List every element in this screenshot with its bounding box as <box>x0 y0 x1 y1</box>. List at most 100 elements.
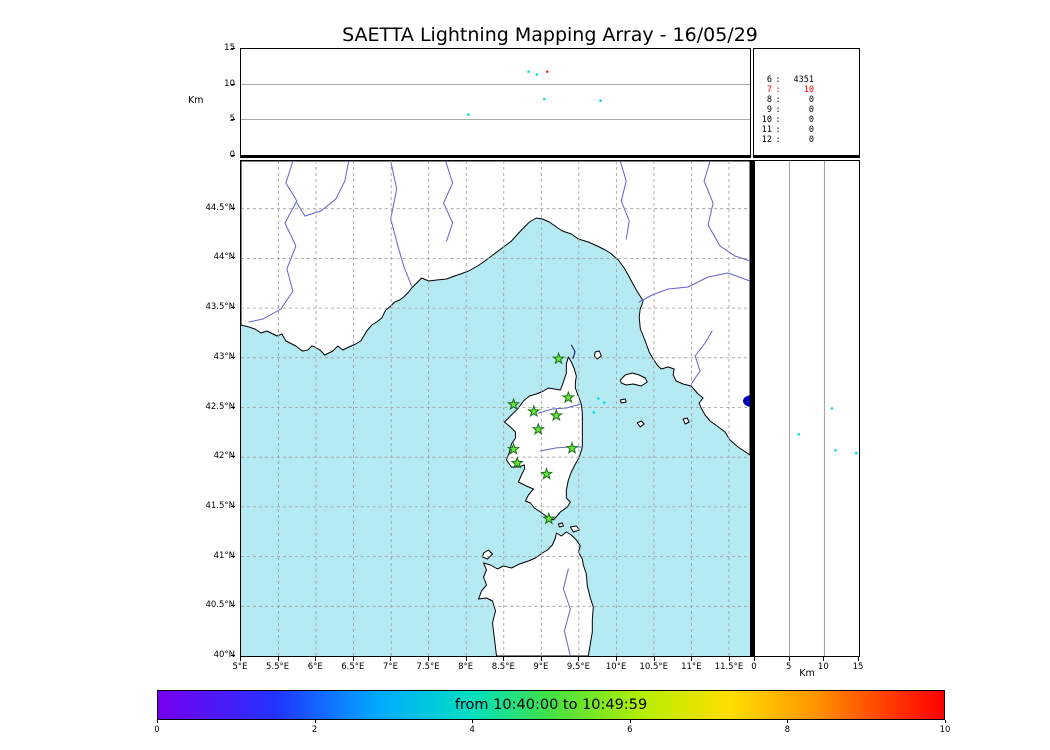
separator: : <box>775 85 781 95</box>
river <box>619 161 630 240</box>
river <box>537 403 582 414</box>
sardinia <box>478 531 594 656</box>
map-ytick-label: 40.5°N <box>205 600 235 611</box>
lma-station-marker <box>506 397 521 411</box>
colorbar-tick <box>787 720 789 723</box>
lma-station-marker <box>510 456 524 469</box>
map-xtick-label: 7°E <box>382 662 398 672</box>
map-xtick-label: 8.5°E <box>491 662 515 672</box>
map-panel <box>240 160 754 657</box>
map-xtick <box>540 657 542 661</box>
separator: : <box>775 105 781 115</box>
lavezzi-island <box>557 522 564 528</box>
map-ytick <box>231 257 235 259</box>
map-xtick-label: 10°E <box>605 662 627 672</box>
altitude-xtick-label: 5 <box>785 662 792 672</box>
map-ytick-label: 43°N <box>213 351 235 362</box>
map-ytick <box>231 605 235 607</box>
separator: : <box>775 75 781 85</box>
map-xtick <box>616 657 618 661</box>
lma-station-marker <box>506 442 521 455</box>
colorbar-tick <box>629 720 631 723</box>
map-xtick-label: 5.5°E <box>266 662 290 672</box>
source-count: 0 <box>808 135 814 145</box>
map-ytick-label: 40°N <box>213 650 235 660</box>
lightning-point <box>597 397 600 400</box>
source-count: 0 <box>808 105 814 115</box>
colorbar-tick-label: 4 <box>469 725 475 735</box>
map-plot <box>241 161 750 656</box>
river <box>390 161 413 287</box>
map-ytick <box>231 356 235 358</box>
lma-station-marker <box>527 404 541 418</box>
lightning-flash-track <box>570 344 576 359</box>
map-xtick-label: 6.5°E <box>341 662 365 672</box>
source-count: 4351 <box>793 75 814 85</box>
map-ytick-label: 41°N <box>213 550 235 561</box>
colorbar-gradient <box>158 691 944 719</box>
altitude-count-row: 11: 0 <box>754 125 859 135</box>
altitude-gridlines <box>789 161 858 656</box>
time-colorbar: from 10:40:00 to 10:49:59 <box>157 690 945 720</box>
map-xtick-label: 10.5°E <box>639 662 668 672</box>
altitude-count-row: 10: 0 <box>754 115 859 125</box>
altitude-bin: 9 <box>766 105 772 115</box>
lightning-point <box>527 70 530 73</box>
colorbar-tick-label: 0 <box>154 725 160 735</box>
source-count: 0 <box>808 115 814 125</box>
map-ytick-label: 44.5°N <box>205 202 235 213</box>
map-xtick <box>390 657 392 661</box>
river <box>562 568 571 656</box>
altitude-latitude-plot <box>789 161 858 656</box>
altitude-ytick-label: 10 <box>224 78 235 89</box>
colorbar-tick-label: 2 <box>311 725 318 735</box>
source-count: 10 <box>803 85 814 95</box>
map-xtick-label: 11°E <box>681 662 702 672</box>
altitude-xtick <box>754 657 755 661</box>
river <box>296 161 350 217</box>
lma-stations-layer <box>506 351 579 525</box>
source-count: 0 <box>808 125 814 135</box>
elba-island <box>619 372 648 387</box>
altitude-bin: 6 <box>766 75 772 85</box>
river <box>638 272 750 303</box>
altitude-bin: 10 <box>761 115 772 125</box>
map-xtick <box>352 657 354 661</box>
colorbar-label: from 10:40:00 to 10:49:59 <box>454 697 648 713</box>
altitude-longitude-panel <box>240 48 751 158</box>
colorbar-tick-label: 10 <box>939 725 951 735</box>
lma-station-marker <box>565 441 579 454</box>
altitude-count-row: 9: 0 <box>754 105 859 115</box>
map-xtick-label: 6°E <box>307 662 323 672</box>
lma-station-marker <box>561 390 576 404</box>
lightning-point <box>546 70 549 73</box>
map-xtick <box>653 657 655 661</box>
separator: : <box>775 115 781 125</box>
colorbar-tick <box>157 720 158 723</box>
map-ytick-label: 43.5°N <box>205 302 235 313</box>
lightning-point <box>535 73 539 76</box>
montecristo-island <box>636 420 645 428</box>
lightning-point <box>467 113 470 117</box>
separator: : <box>775 135 781 145</box>
capraia-island <box>593 350 602 360</box>
map-xtick-label: 8°E <box>458 662 474 672</box>
altitude-axis-label: Km <box>188 95 204 106</box>
river <box>443 161 454 242</box>
altitude-ytick <box>231 155 235 156</box>
altitude-latitude-panel <box>754 160 860 657</box>
altitude-count-row: 8: 0 <box>754 95 859 105</box>
source-count: 0 <box>808 95 814 105</box>
altitude-count-row: 6: 4351 <box>754 75 859 85</box>
map-ytick-label: 42°N <box>213 451 235 462</box>
map-ytick <box>231 505 235 507</box>
lma-station-marker <box>551 351 566 365</box>
river <box>690 330 713 385</box>
colorbar-tick <box>945 720 946 723</box>
map-ytick <box>231 406 235 408</box>
map-ytick <box>231 655 235 656</box>
separator: : <box>775 125 781 135</box>
lma-station-marker <box>539 467 554 480</box>
altitude-ytick-label: 15 <box>224 43 235 53</box>
